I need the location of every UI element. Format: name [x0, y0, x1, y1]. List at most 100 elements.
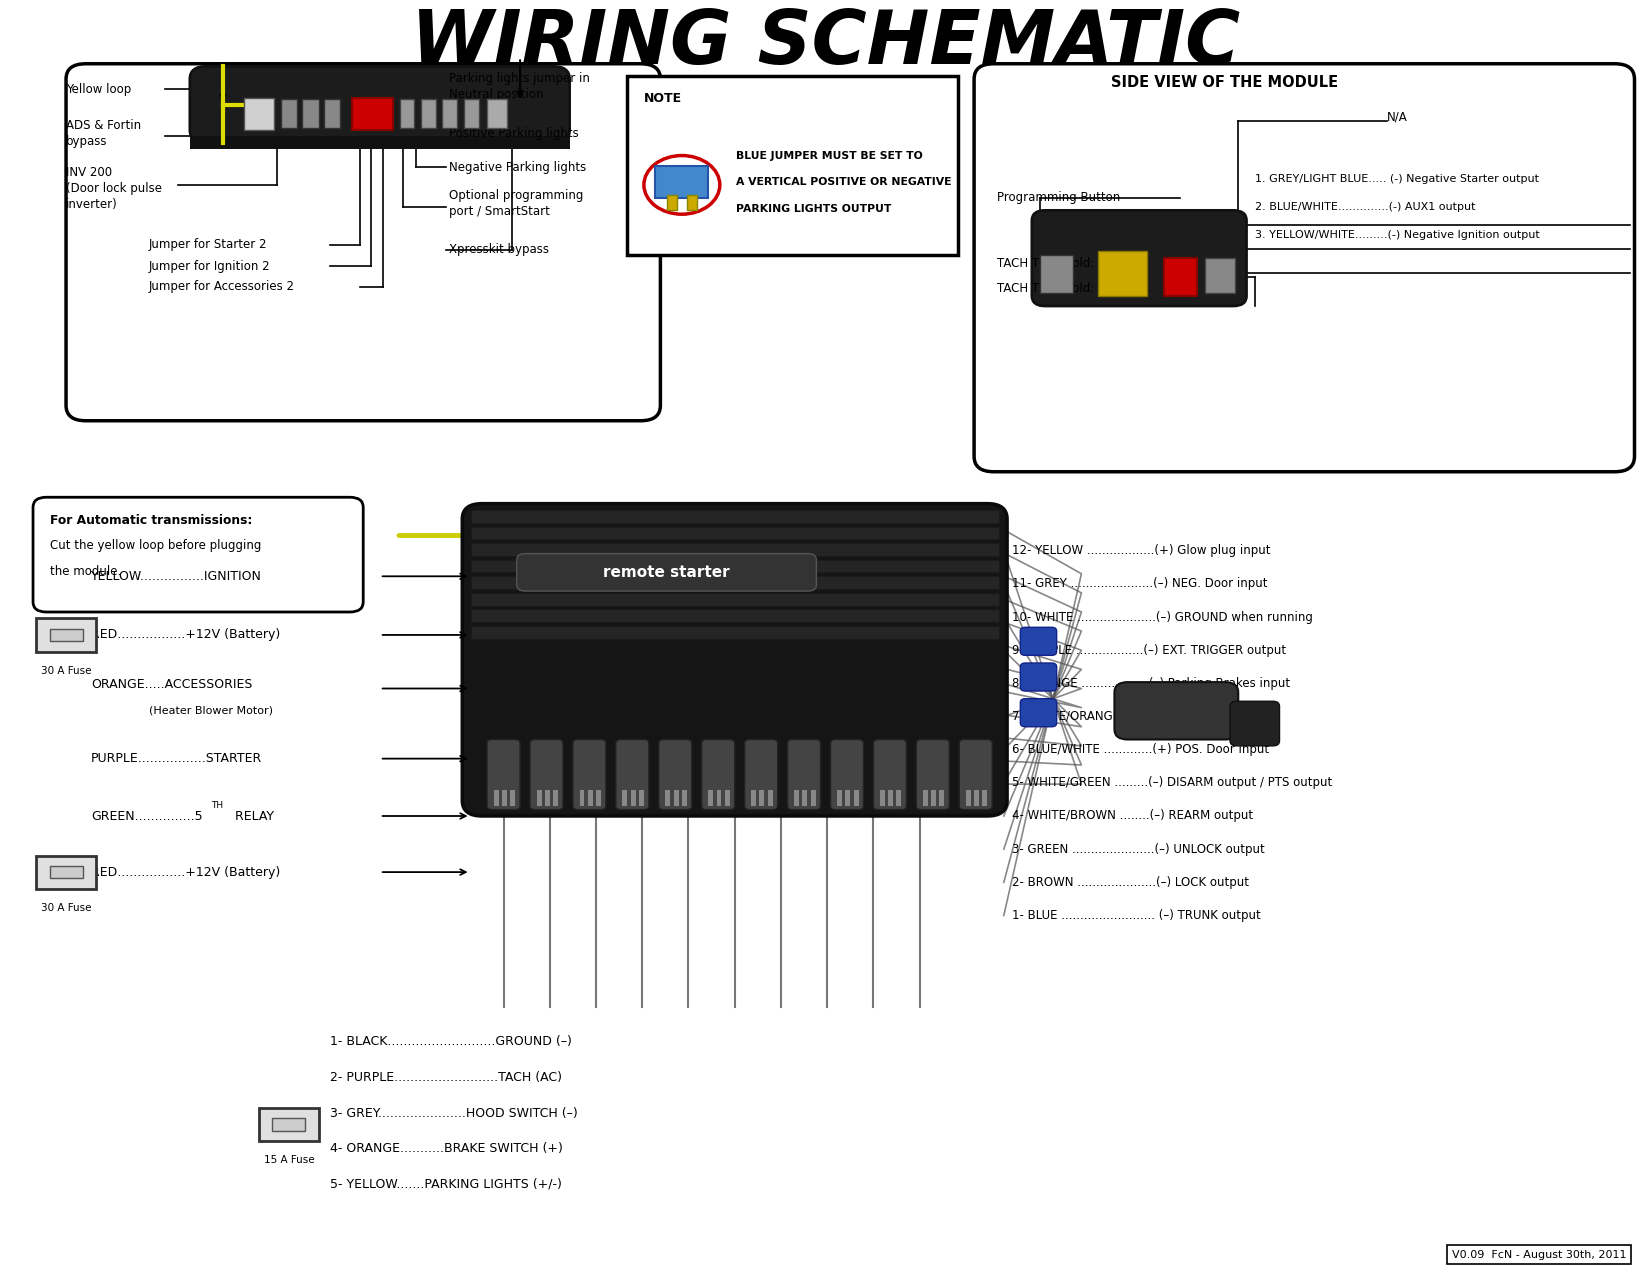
Bar	[687, 195, 697, 210]
Text: Jumper for Ignition 2: Jumper for Ignition 2	[149, 260, 271, 273]
Bar	[931, 790, 936, 806]
Bar	[244, 98, 274, 130]
Text: 6- BLUE/WHITE .............(+) POS. Door input: 6- BLUE/WHITE .............(+) POS. Door…	[1012, 743, 1270, 756]
FancyBboxPatch shape	[1020, 663, 1057, 691]
Bar	[36, 856, 96, 889]
Bar	[974, 790, 979, 806]
Bar	[837, 790, 842, 806]
Text: TACH Threshold: NORMAL: TACH Threshold: NORMAL	[997, 282, 1149, 295]
Text: Negative Parking lights: Negative Parking lights	[449, 161, 586, 173]
Bar	[442, 99, 457, 128]
FancyBboxPatch shape	[745, 740, 778, 810]
Bar	[36, 618, 96, 652]
Bar	[896, 790, 901, 806]
Bar	[50, 629, 83, 641]
Bar	[622, 790, 627, 806]
FancyBboxPatch shape	[616, 740, 649, 810]
Bar	[553, 790, 558, 806]
Text: Programming Button: Programming Button	[997, 191, 1121, 204]
Bar	[1098, 251, 1147, 296]
Bar	[682, 790, 687, 806]
Text: SIDE VIEW OF THE MODULE: SIDE VIEW OF THE MODULE	[1111, 75, 1339, 91]
Bar	[50, 866, 83, 878]
Bar	[510, 790, 515, 806]
Text: ORANGE.....ACCESSORIES: ORANGE.....ACCESSORIES	[91, 678, 253, 691]
Text: ADS & Fortin
bypass: ADS & Fortin bypass	[66, 120, 142, 148]
Text: the module.: the module.	[50, 565, 121, 578]
Bar	[667, 195, 677, 210]
Bar	[880, 790, 885, 806]
Text: 2- BROWN .....................(–) LOCK output: 2- BROWN .....................(–) LOCK o…	[1012, 876, 1250, 889]
Bar	[302, 99, 319, 128]
Bar	[845, 790, 850, 806]
Text: Cut the yellow loop before plugging: Cut the yellow loop before plugging	[50, 539, 261, 552]
Text: 1- BLUE ......................... (–) TRUNK output: 1- BLUE ......................... (–) TR…	[1012, 909, 1261, 922]
FancyBboxPatch shape	[1020, 627, 1057, 655]
Text: 3- GREY......................HOOD SWITCH (–): 3- GREY......................HOOD SWITCH…	[330, 1107, 578, 1119]
Text: GREEN...............5: GREEN...............5	[91, 810, 203, 822]
Text: NOTE: NOTE	[644, 92, 682, 105]
FancyBboxPatch shape	[530, 740, 563, 810]
Text: 5- WHITE/GREEN .........(–) DISARM output / PTS output: 5- WHITE/GREEN .........(–) DISARM outpu…	[1012, 776, 1332, 789]
Text: Xpresskit bypass: Xpresskit bypass	[449, 244, 550, 256]
Text: INV 200
(Door lock pulse
inverter): INV 200 (Door lock pulse inverter)	[66, 166, 162, 212]
Text: YELLOW................IGNITION: YELLOW................IGNITION	[91, 570, 261, 583]
Text: 4- ORANGE...........BRAKE SWITCH (+): 4- ORANGE...........BRAKE SWITCH (+)	[330, 1142, 563, 1155]
Text: 30 A Fuse: 30 A Fuse	[41, 903, 91, 913]
FancyBboxPatch shape	[659, 740, 692, 810]
Bar	[655, 166, 708, 198]
Bar	[471, 593, 999, 606]
Bar	[502, 790, 507, 806]
Bar	[982, 790, 987, 806]
Bar	[751, 790, 756, 806]
FancyBboxPatch shape	[959, 740, 992, 810]
Bar	[487, 99, 507, 128]
Text: For Automatic transmissions:: For Automatic transmissions:	[50, 514, 253, 527]
Bar	[421, 99, 436, 128]
Bar	[471, 626, 999, 639]
Text: 2. BLUE/WHITE..............(-) AUX1 output: 2. BLUE/WHITE..............(-) AUX1 outp…	[1255, 201, 1476, 212]
Text: 5- YELLOW.......PARKING LIGHTS (+/-): 5- YELLOW.......PARKING LIGHTS (+/-)	[330, 1178, 561, 1191]
Bar	[802, 790, 807, 806]
Text: Jumper for Accessories 2: Jumper for Accessories 2	[149, 280, 294, 293]
Bar	[345, 98, 348, 130]
FancyBboxPatch shape	[1020, 699, 1057, 727]
Text: 4- WHITE/BROWN ........(–) REARM output: 4- WHITE/BROWN ........(–) REARM output	[1012, 810, 1253, 822]
Bar	[471, 527, 999, 539]
Bar	[1040, 255, 1073, 293]
Text: RED.................+12V (Battery): RED.................+12V (Battery)	[91, 866, 281, 878]
FancyBboxPatch shape	[190, 66, 570, 143]
Bar	[281, 99, 297, 128]
FancyBboxPatch shape	[1230, 701, 1280, 746]
Bar	[588, 790, 593, 806]
Text: 30 A Fuse: 30 A Fuse	[41, 666, 91, 676]
Bar	[631, 790, 636, 806]
Bar	[627, 76, 958, 255]
Bar	[494, 790, 499, 806]
Bar	[272, 1118, 305, 1131]
Bar	[471, 560, 999, 572]
Bar	[545, 790, 550, 806]
Text: WIRING SCHEMATIC: WIRING SCHEMATIC	[411, 6, 1240, 80]
Bar	[923, 790, 928, 806]
Bar	[471, 576, 999, 589]
Text: A VERTICAL POSITIVE OR NEGATIVE: A VERTICAL POSITIVE OR NEGATIVE	[736, 177, 953, 187]
Bar	[794, 790, 799, 806]
FancyBboxPatch shape	[873, 740, 906, 810]
Bar	[471, 510, 999, 523]
FancyBboxPatch shape	[1032, 210, 1247, 306]
FancyBboxPatch shape	[573, 740, 606, 810]
Text: 7- WHITE/ORANGE .......(+) Starter kill output: 7- WHITE/ORANGE .......(+) Starter kill …	[1012, 710, 1278, 723]
Text: RED.................+12V (Battery): RED.................+12V (Battery)	[91, 629, 281, 641]
Text: 3- GREEN ......................(–) UNLOCK output: 3- GREEN ......................(–) UNLOC…	[1012, 843, 1265, 856]
Text: 11- GREY ......................(–) NEG. Door input: 11- GREY ......................(–) NEG. …	[1012, 578, 1268, 590]
Text: Positive Parking lights: Positive Parking lights	[449, 128, 580, 140]
Text: RELAY: RELAY	[231, 810, 274, 822]
Text: (Heater Blower Motor): (Heater Blower Motor)	[149, 705, 272, 715]
Bar	[854, 790, 859, 806]
Bar	[1205, 258, 1235, 293]
Bar	[596, 790, 601, 806]
Bar	[580, 790, 584, 806]
FancyBboxPatch shape	[830, 740, 863, 810]
FancyBboxPatch shape	[916, 740, 949, 810]
